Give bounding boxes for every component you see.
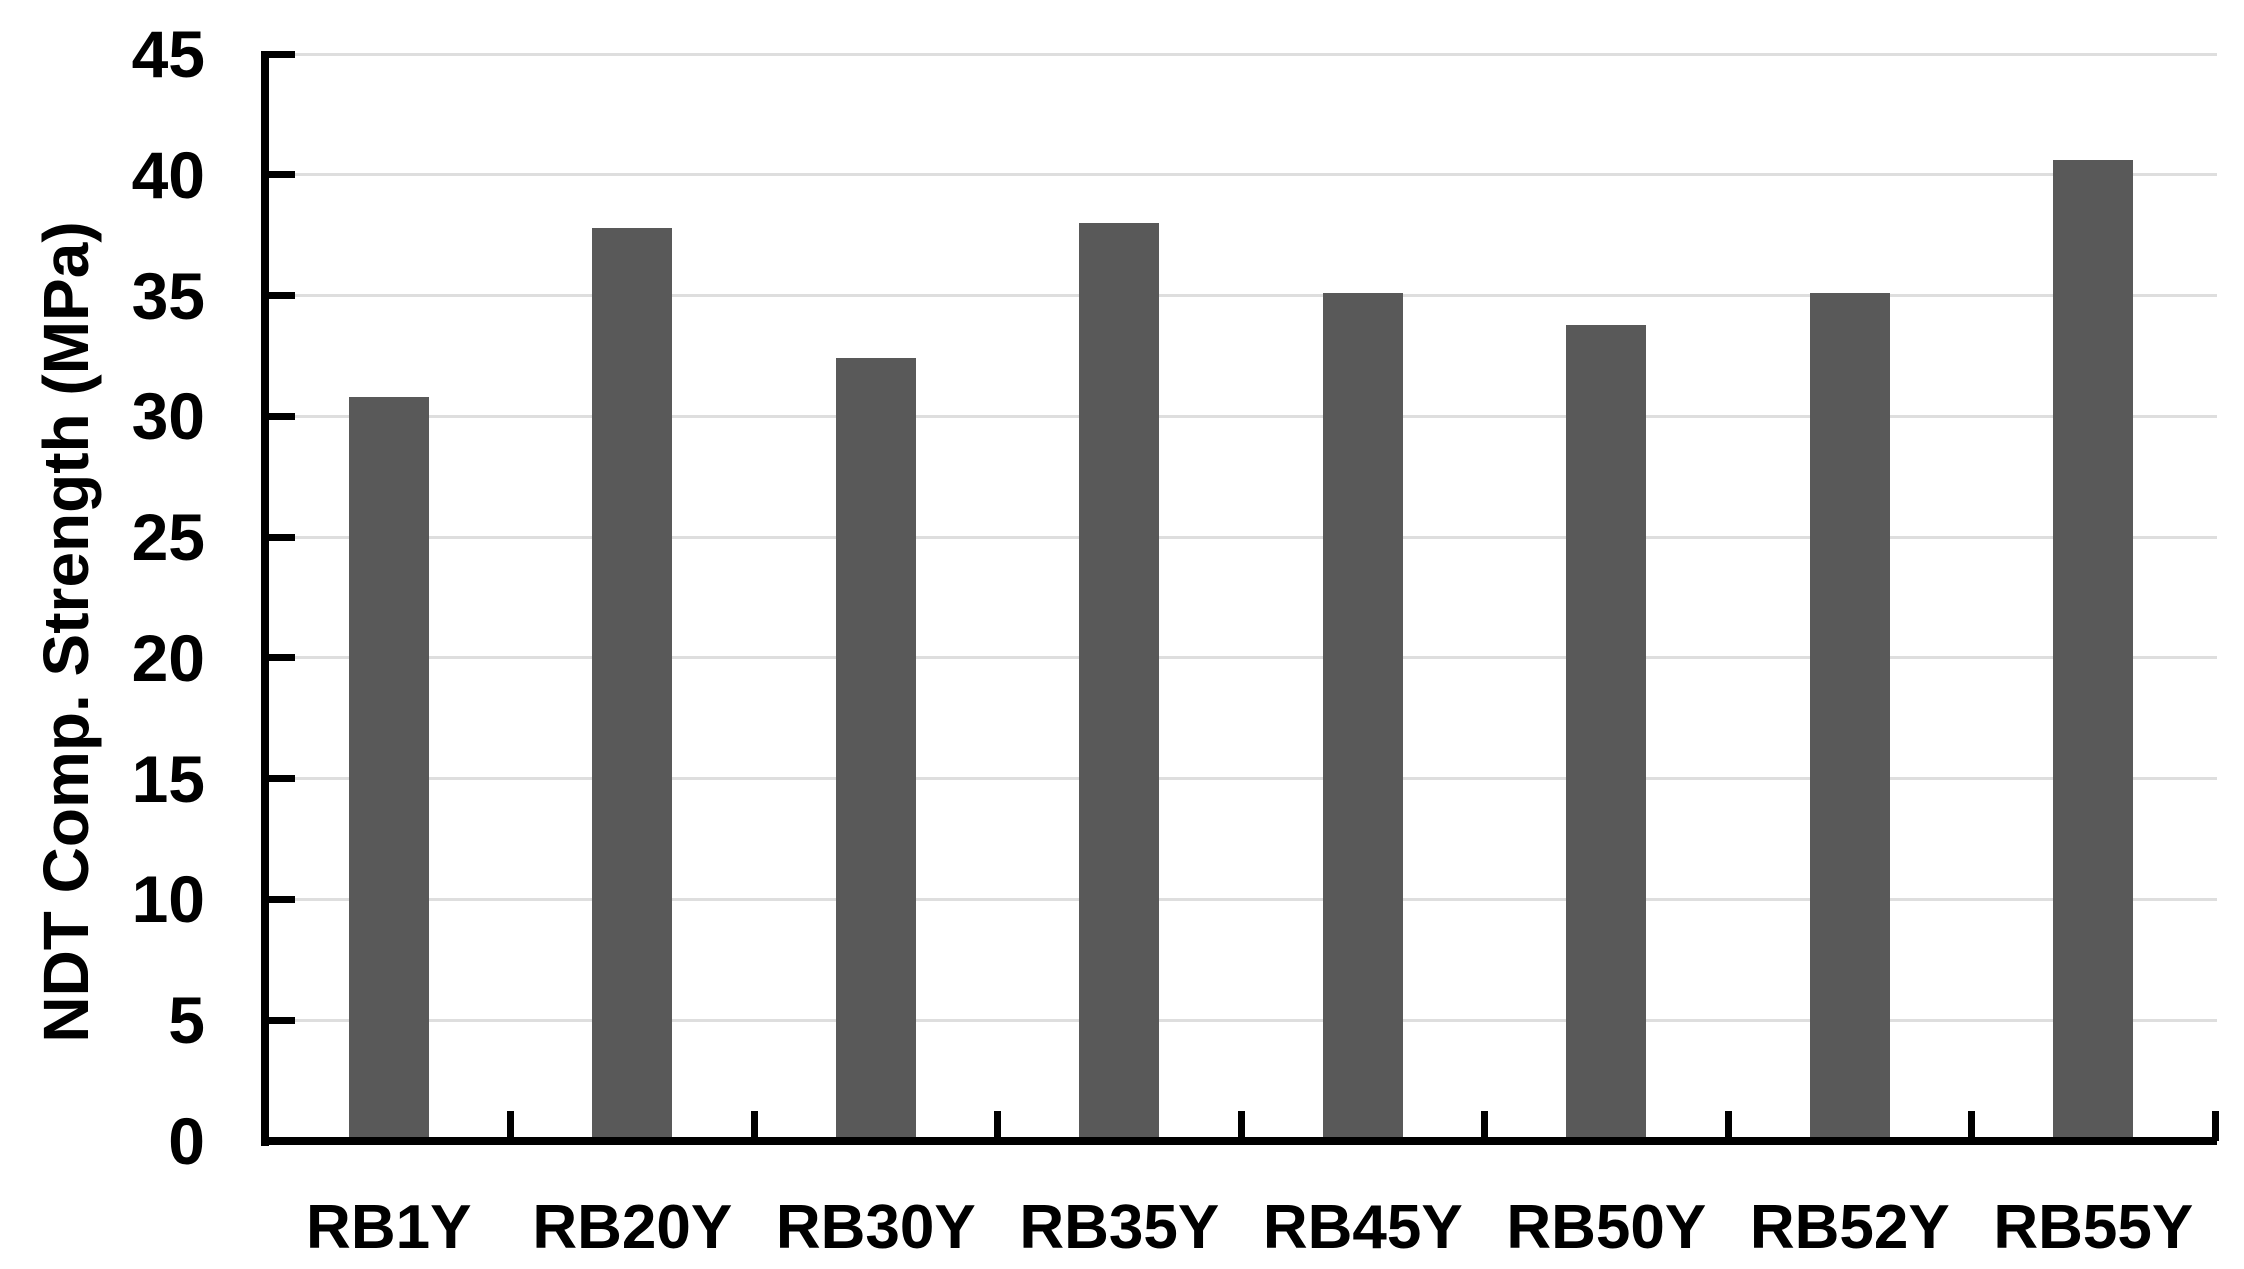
y-axis-line — [261, 50, 269, 1146]
x-category-label-rb35y: RB35Y — [1019, 1193, 1220, 1262]
x-tick-mark-6 — [1724, 1111, 1732, 1141]
y-tick-mark-10 — [269, 895, 295, 903]
y-tick-label-0: 0 — [168, 1104, 205, 1178]
x-category-label-rb52y: RB52Y — [1749, 1193, 1950, 1262]
bar-rb55y — [2053, 160, 2134, 1143]
y-tick-mark-5 — [269, 1016, 295, 1024]
bar-rb45y — [1322, 293, 1403, 1143]
x-category-label-rb50y: RB50Y — [1506, 1193, 1707, 1262]
y-tick-mark-25 — [269, 533, 295, 541]
y-tick-label-30: 30 — [131, 379, 205, 454]
x-category-label-rb30y: RB30Y — [775, 1193, 976, 1262]
y-tick-label-45: 45 — [131, 17, 205, 91]
y-tick-mark-30 — [269, 412, 295, 420]
bar-rb1y — [348, 397, 429, 1143]
bar-rb50y — [1566, 324, 1647, 1143]
x-tick-mark-8 — [2211, 1111, 2219, 1141]
x-tick-mark-3 — [994, 1111, 1001, 1141]
gridline-35 — [267, 294, 2217, 298]
x-tick-mark-4 — [1237, 1111, 1245, 1141]
gridline-10 — [267, 897, 2217, 901]
x-category-label-rb55y: RB55Y — [1993, 1193, 2194, 1262]
x-tick-mark-1 — [507, 1111, 514, 1141]
gridline-15 — [267, 777, 2217, 781]
y-tick-mark-15 — [269, 775, 295, 783]
x-tick-mark-2 — [750, 1111, 758, 1141]
y-tick-mark-20 — [269, 654, 295, 662]
gridline-45 — [267, 52, 2217, 56]
gridline-5 — [267, 1018, 2217, 1022]
y-tick-label-15: 15 — [131, 741, 205, 816]
y-tick-mark-35 — [269, 292, 295, 300]
gridline-30 — [267, 414, 2217, 418]
y-tick-label-35: 35 — [131, 258, 205, 333]
y-tick-label-40: 40 — [131, 137, 205, 212]
y-tick-label-25: 25 — [131, 500, 205, 575]
x-tick-mark-7 — [1968, 1111, 1975, 1141]
x-axis-line — [261, 1137, 2217, 1145]
x-category-label-rb20y: RB20Y — [532, 1193, 733, 1262]
gridline-25 — [267, 535, 2217, 539]
bar-rb30y — [835, 358, 916, 1143]
y-tick-label-10: 10 — [131, 862, 205, 937]
y-tick-label-20: 20 — [131, 620, 205, 695]
y-tick-mark-40 — [269, 171, 295, 179]
y-tick-mark-0 — [269, 1137, 295, 1145]
y-tick-mark-45 — [269, 50, 295, 58]
bar-rb35y — [1079, 223, 1160, 1143]
bar-rb52y — [1809, 293, 1890, 1143]
y-tick-label-5: 5 — [168, 983, 205, 1058]
x-tick-mark-5 — [1481, 1111, 1488, 1141]
x-category-label-rb1y: RB1Y — [306, 1193, 472, 1262]
x-category-label-rb45y: RB45Y — [1262, 1193, 1463, 1262]
gridline-20 — [267, 656, 2217, 660]
gridline-40 — [267, 173, 2217, 177]
bar-rb20y — [592, 227, 673, 1143]
